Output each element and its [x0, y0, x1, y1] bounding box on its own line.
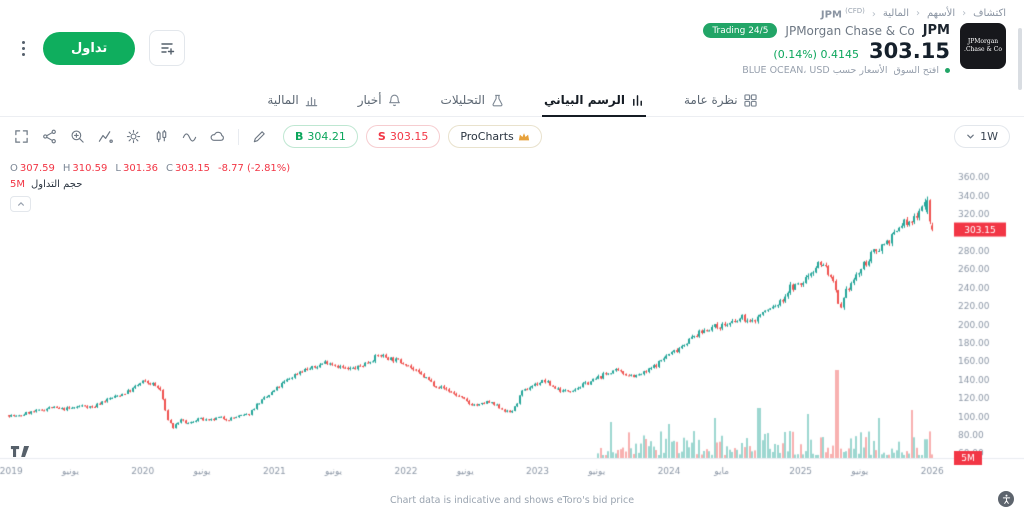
- ohlc-legend: O 307.59 H 310.59 L 301.36 C 303.15 -8.77 (-…: [10, 163, 291, 175]
- accessibility-icon[interactable]: [998, 491, 1014, 508]
- pricing-source: الأسعار حسب BLUE OCEAN، USD: [742, 65, 888, 77]
- cfd-label: (CFD): [845, 7, 865, 15]
- price-chart-canvas[interactable]: [0, 156, 1024, 491]
- settings-gear-icon[interactable]: [126, 129, 141, 144]
- open-value: 307.59: [19, 163, 55, 175]
- sell-price-chip[interactable]: S 303.15: [365, 125, 441, 149]
- volume-value: 5M: [10, 179, 25, 191]
- volume-legend: حجم التداول 5M: [10, 179, 82, 190]
- company-logo: JPMorgan Chase & Co.: [960, 23, 1006, 70]
- tab-overview[interactable]: نظرة عامة: [682, 84, 759, 117]
- ticker-symbol: JPM: [922, 23, 950, 39]
- breadcrumb-financial[interactable]: المالية: [883, 8, 920, 19]
- procharts-button[interactable]: ProCharts: [448, 125, 542, 149]
- tab-financials[interactable]: المالية: [265, 84, 319, 117]
- breadcrumb-symbol[interactable]: JPM (CFD): [821, 7, 876, 20]
- tab-news[interactable]: أخبار: [356, 84, 403, 117]
- watchlist-icon: [161, 43, 175, 56]
- financials-icon: [305, 96, 317, 107]
- chart-area: O 307.59 H 310.59 L 301.36 C 303.15 -8.77 (-…: [0, 156, 1024, 491]
- add-to-watchlist-button[interactable]: [149, 30, 186, 67]
- more-menu-button[interactable]: [18, 37, 29, 60]
- flask-icon: [492, 94, 503, 107]
- zoom-in-icon[interactable]: [70, 129, 85, 144]
- header-controls: تداول: [18, 30, 186, 67]
- breadcrumb: اكتشاف الأسهم المالية JPM (CFD): [0, 0, 1024, 20]
- draw-pencil-icon[interactable]: [252, 129, 267, 144]
- close-value: 303.15: [174, 163, 210, 175]
- price-change: 0.4145 (0.14%): [773, 48, 859, 62]
- indicators-icon[interactable]: [98, 129, 113, 144]
- tab-analysis[interactable]: التحليلات: [439, 84, 506, 117]
- fullscreen-icon[interactable]: [14, 129, 29, 144]
- bell-icon: [388, 94, 400, 106]
- chart-bars-icon: [633, 94, 642, 106]
- chevron-down-icon: [967, 134, 974, 140]
- crown-icon: [518, 132, 529, 141]
- tab-bar: نظرة عامة الرسم البياني التحليلات أخبار …: [0, 84, 1024, 118]
- company-name: JPMorgan Chase & Co: [785, 23, 915, 38]
- breadcrumb-stocks[interactable]: الأسهم: [927, 8, 966, 19]
- change-value: -8.77 (-2.81%): [217, 163, 291, 175]
- chart-toolbar: B 304.21 S 303.15 ProCharts 1W: [0, 117, 1024, 156]
- chart-footer: Chart data is indicative and shows eToro…: [0, 490, 1024, 510]
- legend-collapse-button[interactable]: [10, 196, 31, 213]
- buy-price-chip[interactable]: B 304.21: [283, 125, 358, 149]
- low-value: 301.36: [122, 163, 158, 175]
- chevron-up-icon: [17, 202, 24, 207]
- cloud-save-icon[interactable]: [210, 129, 225, 144]
- disclaimer-text: Chart data is indicative and shows eToro…: [389, 494, 635, 506]
- timeframe-selector[interactable]: 1W: [954, 125, 1010, 149]
- instrument-info: JPMorgan Chase & Co. JPM JPMorgan Chase …: [703, 23, 1006, 76]
- breadcrumb-discover[interactable]: اكتشاف: [973, 8, 1006, 20]
- scrollbar-thumb[interactable]: [1018, 28, 1022, 90]
- volume-label: حجم التداول: [31, 179, 83, 191]
- market-open-dot: [945, 68, 950, 74]
- trade-button[interactable]: تداول: [43, 31, 136, 65]
- current-price: 303.15: [868, 39, 950, 64]
- tradingview-logo[interactable]: [10, 443, 30, 462]
- tab-chart[interactable]: الرسم البياني: [541, 84, 646, 118]
- line-style-icon[interactable]: [182, 129, 197, 144]
- toolbar-divider: [238, 128, 239, 145]
- instrument-header: JPMorgan Chase & Co. JPM JPMorgan Chase …: [0, 20, 1024, 84]
- share-icon[interactable]: [42, 129, 57, 144]
- grid-icon: [743, 94, 757, 107]
- candlestick-type-icon[interactable]: [154, 129, 169, 144]
- trading-hours-badge: Trading 24/5: [703, 23, 778, 39]
- market-status: افتح السوق: [893, 65, 940, 77]
- high-value: 310.59: [72, 163, 108, 175]
